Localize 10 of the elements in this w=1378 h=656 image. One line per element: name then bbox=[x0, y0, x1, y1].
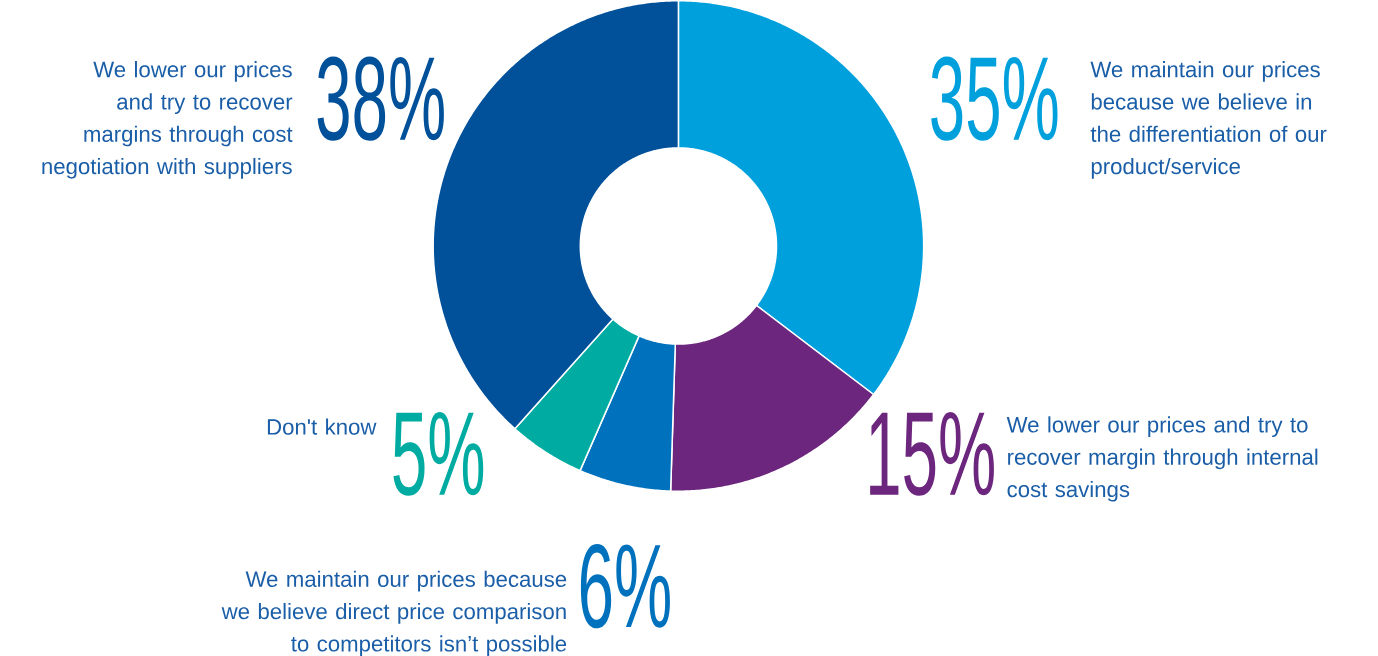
data-label: 6% bbox=[580, 543, 670, 629]
slice-label: We maintain our prices because we believe direct price comparison to competitors isn’t possible bbox=[221, 570, 567, 656]
slice-label: We maintain our prices because we believe in the differentiation of our product/service bbox=[1090, 61, 1327, 179]
data-label: 38% bbox=[317, 56, 444, 141]
data-label: 35% bbox=[931, 56, 1058, 141]
slice-label: We lower our prices and try to recover margin through internal cost savings bbox=[1006, 416, 1318, 502]
slice-label: Don't know bbox=[267, 418, 377, 435]
data-label: 5% bbox=[393, 412, 484, 496]
data-label: 15% bbox=[870, 412, 994, 496]
slice-label: We lower our prices and try to recover margins through cost negotiation with suppliers bbox=[42, 61, 293, 179]
